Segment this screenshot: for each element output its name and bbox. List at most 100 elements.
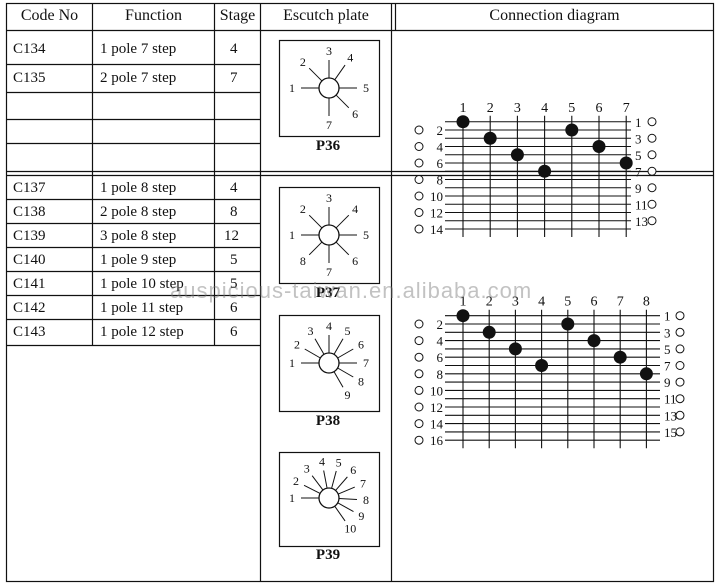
column-label: 2 bbox=[486, 295, 493, 310]
terminal-label: 2 bbox=[437, 123, 444, 138]
terminal-label: 8 bbox=[437, 367, 444, 382]
stage-cell: 4 bbox=[230, 180, 238, 196]
plate-spoke bbox=[308, 67, 323, 82]
plate-position-label: 7 bbox=[326, 265, 332, 279]
plate-spoke bbox=[334, 505, 346, 522]
plate-position-label: 5 bbox=[363, 228, 369, 242]
stage-cell: 7 bbox=[230, 70, 238, 86]
terminal-circle bbox=[414, 158, 424, 168]
plate-position-label: 4 bbox=[347, 51, 353, 65]
plate-position-label: 5 bbox=[345, 324, 351, 338]
plate-spoke bbox=[311, 475, 324, 491]
terminal-label: 2 bbox=[437, 317, 444, 332]
contact-dot bbox=[510, 148, 524, 162]
code-cell: C141 bbox=[13, 276, 46, 292]
plate-position-label: 3 bbox=[304, 461, 310, 475]
terminal-label: 7 bbox=[635, 164, 642, 179]
plate-position-label: 6 bbox=[352, 107, 358, 121]
column-label: 2 bbox=[487, 101, 494, 116]
stage-cell: 6 bbox=[230, 324, 238, 340]
header-stage: Stage bbox=[219, 7, 256, 24]
plate-name-p38: P38 bbox=[315, 413, 341, 429]
terminal-label: 5 bbox=[635, 148, 642, 163]
contact-dot bbox=[592, 140, 606, 153]
plate-position-label: 8 bbox=[300, 254, 306, 268]
terminal-circle bbox=[675, 344, 685, 354]
terminal-circle bbox=[675, 361, 685, 370]
contact-dot bbox=[456, 115, 470, 129]
column-label: 6 bbox=[596, 101, 603, 116]
plate-position-label: 6 bbox=[352, 254, 358, 268]
terminal-circle bbox=[414, 419, 424, 429]
plate-knob-circle bbox=[318, 352, 340, 374]
terminal-circle bbox=[414, 125, 424, 135]
column-label: 5 bbox=[568, 101, 575, 116]
code-cell: C143 bbox=[13, 324, 46, 340]
column-label: 5 bbox=[564, 295, 571, 310]
terminal-label: 13 bbox=[635, 214, 648, 229]
terminal-label: 1 bbox=[664, 309, 671, 324]
plate-position-label: 4 bbox=[352, 202, 358, 216]
terminal-circle bbox=[647, 216, 657, 226]
plate-position-label: 9 bbox=[358, 509, 364, 523]
watermark: auspicious-taiwan.en.alibaba.com bbox=[170, 278, 533, 303]
terminal-circle bbox=[647, 133, 657, 143]
code-cell: C137 bbox=[13, 180, 46, 196]
plate-spoke bbox=[314, 338, 325, 355]
plate-name-p36: P36 bbox=[315, 138, 341, 154]
plate-position-label: 6 bbox=[358, 338, 364, 352]
terminal-label: 8 bbox=[437, 173, 444, 188]
plate-position-label: 7 bbox=[360, 477, 366, 491]
function-cell: 1 pole 9 step bbox=[100, 252, 177, 268]
escutcheon-plate: 1 23 4 567 8 910 bbox=[278, 451, 381, 548]
contact-dot bbox=[508, 342, 522, 356]
terminal-label: 1 bbox=[635, 115, 642, 130]
plate-spoke bbox=[304, 348, 321, 359]
stage-cell: 5 bbox=[230, 276, 238, 292]
code-cell: C138 bbox=[13, 204, 46, 220]
column-label: 8 bbox=[643, 295, 650, 310]
plate-spoke bbox=[334, 64, 346, 81]
terminal-label: 11 bbox=[664, 392, 677, 407]
terminal-circle bbox=[675, 377, 685, 387]
function-cell: 1 pole 8 step bbox=[100, 180, 177, 196]
plate-spoke bbox=[337, 348, 354, 359]
plate-position-label: 8 bbox=[358, 375, 364, 389]
terminal-circle bbox=[414, 319, 424, 329]
terminal-circle bbox=[414, 142, 424, 151]
plate-position-label: 1 bbox=[289, 491, 295, 505]
column-label: 7 bbox=[623, 101, 630, 116]
plate-spoke bbox=[335, 241, 350, 256]
terminal-circle bbox=[675, 427, 685, 437]
terminal-label: 9 bbox=[635, 181, 642, 196]
code-cell: C140 bbox=[13, 252, 46, 268]
plate-position-label: 7 bbox=[363, 356, 369, 370]
function-cell: 1 pole 7 step bbox=[100, 41, 177, 57]
stage-cell: 8 bbox=[230, 204, 238, 220]
terminal-circle bbox=[647, 166, 657, 176]
code-cell: C134 bbox=[13, 41, 46, 57]
terminal-label: 5 bbox=[664, 342, 671, 357]
plate-knob-circle bbox=[318, 77, 340, 99]
stage-cell: 4 bbox=[230, 41, 238, 57]
terminal-circle bbox=[647, 183, 657, 193]
terminal-circle bbox=[414, 352, 424, 362]
column-label: 3 bbox=[512, 295, 519, 310]
contact-dot bbox=[619, 156, 633, 170]
terminal-label: 14 bbox=[430, 222, 444, 237]
plate-position-label: 3 bbox=[308, 324, 314, 338]
header-escutch-plate: Escutch plate bbox=[283, 7, 369, 24]
plate-position-label: 3 bbox=[326, 191, 332, 205]
code-cell: C135 bbox=[13, 70, 46, 86]
escutcheon-plate: 1 23 4 56 7 89 bbox=[278, 314, 381, 413]
header-code-no: Code No bbox=[20, 7, 79, 24]
plate-spoke bbox=[335, 214, 350, 229]
terminal-circle bbox=[414, 336, 424, 346]
terminal-label: 3 bbox=[664, 325, 671, 340]
terminal-label: 6 bbox=[437, 350, 444, 365]
plate-spoke bbox=[308, 214, 323, 229]
function-cell: 1 pole 11 step bbox=[100, 300, 184, 316]
plate-position-label: 7 bbox=[326, 118, 332, 132]
terminal-label: 16 bbox=[430, 433, 444, 448]
